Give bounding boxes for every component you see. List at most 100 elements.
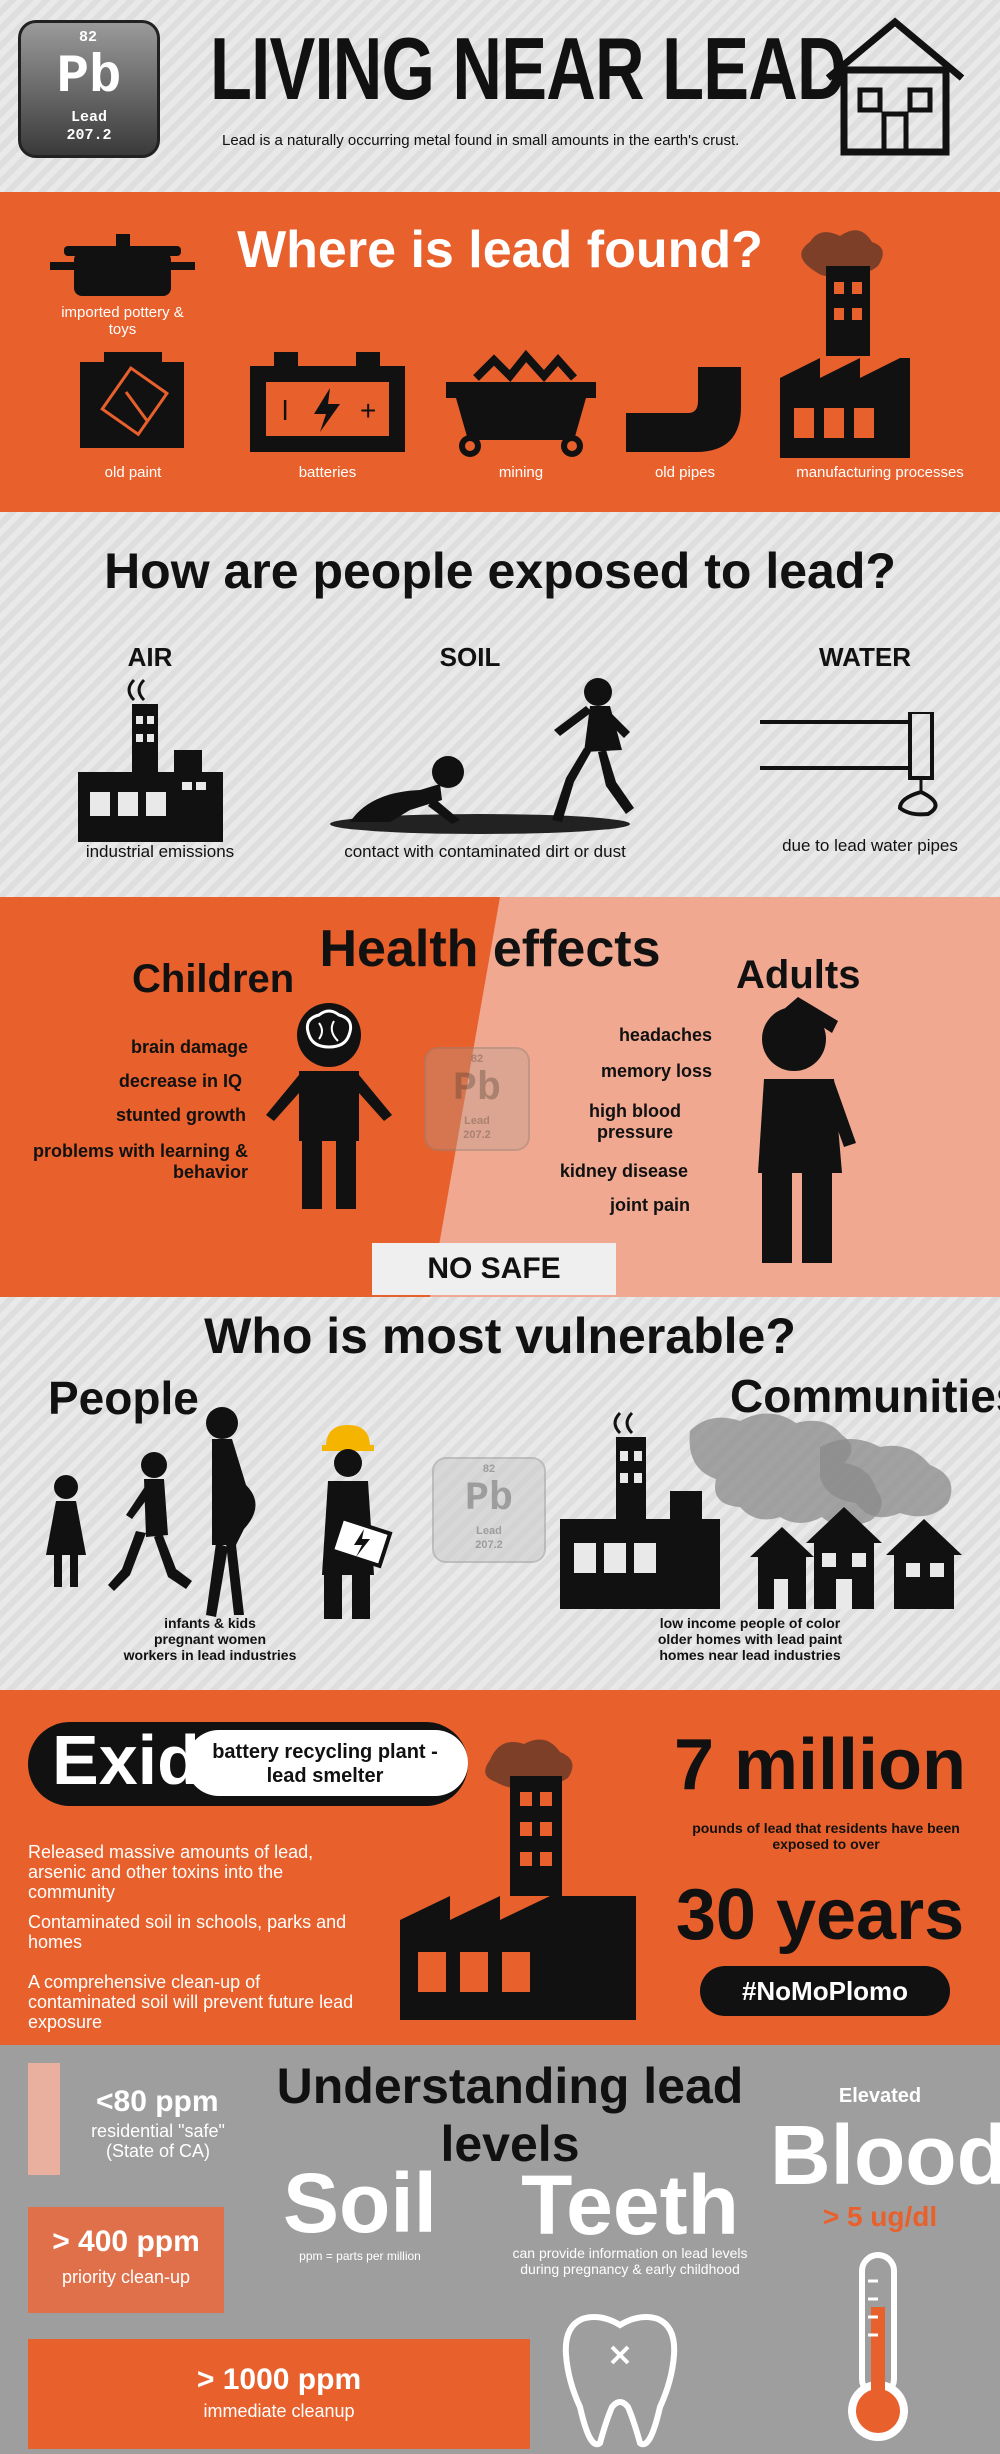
pot-icon [50,234,195,296]
factory-icon [780,230,910,458]
water-pipe-icon [760,712,938,817]
exposure-caption-soil: contact with contaminated dirt or dust [344,842,626,861]
soil-heading: Soil [282,2156,437,2250]
exide-fact-3: A comprehensive clean-up of contaminated… [28,1972,354,2032]
community-item-1: low income people of color [659,1615,841,1631]
exposure-heading-air: AIR [127,642,173,672]
found-label-mining: mining [498,464,544,481]
exposure-caption-water: due to lead water pipes [782,836,958,855]
exposure-caption-air: industrial emissions [85,842,235,861]
watermark2-mass: 207.2 [475,1539,503,1551]
where-found-section: Where is lead found? imported pottery & … [0,192,1000,512]
found-label-batteries: batteries [298,464,357,481]
air-factory-icon [78,678,223,842]
element-name: Lead [70,109,107,126]
soil-caption: ppm = parts per million [299,2249,421,2263]
ppm80-swatch [28,2063,60,2175]
teeth-heading: Teeth [521,2158,739,2252]
exposure-heading-soil: SOIL [439,642,501,672]
child-effect-4: problems with learning & behavior [32,1141,248,1182]
watermark-mass: 207.2 [463,1129,491,1141]
stat-7-million: 7 million [673,1725,967,1805]
ppm80-caption: residential "safe" (State of CA) [91,2121,225,2161]
community-item-2: older homes with lead paint [657,1631,843,1647]
people-item-2: pregnant women [153,1631,266,1647]
community-item-3: homes near lead industries [659,1647,841,1663]
adult-effect-5: joint pain [610,1195,690,1215]
watermark-number: 82 [470,1053,484,1065]
exide-tag: battery recycling plant - lead smelter [212,1741,438,1787]
stat-7-million-caption: pounds of lead that residents have been … [692,1820,960,1852]
found-label-pipes: old pipes [654,464,716,481]
people-group-icon [46,1407,393,1619]
watermark2-symbol: Pb [464,1477,513,1522]
exide-tag-box [186,1730,468,1796]
teeth-caption: can provide information on lead levels d… [512,2245,748,2277]
ppm1000-caption: immediate cleanup [203,2401,355,2421]
adult-effect-3: high blood pressure [589,1101,681,1142]
ppm80-value: <80 ppm [96,2085,219,2118]
ppm1000-swatch [28,2339,530,2449]
thermometer-icon [848,2252,908,2441]
element-symbol: Pb [56,47,122,108]
ppm400-value: > 400 ppm [52,2225,200,2258]
adult-effect-1: headaches [618,1025,712,1045]
people-item-3: workers in lead industries [123,1647,297,1663]
stat-30-years: 30 years [675,1875,965,1955]
child-brain-icon [266,1003,392,1209]
children-heading: Children [132,957,295,1001]
svg-text:l: l [282,395,288,426]
adult-headache-icon [758,997,856,1263]
child-effect-3: stunted growth [116,1105,246,1125]
page-subtitle: Lead is a naturally occurring metal foun… [222,132,740,149]
people-heading: People [48,1372,199,1424]
child-effect-1: brain damage [130,1037,248,1057]
svg-text:+: + [360,395,376,426]
tooth-icon [562,2314,678,2448]
exide-fact-1: Released massive amounts of lead, arseni… [28,1842,314,1902]
battery-icon: l + [250,352,405,452]
community-factory-houses-icon [560,1411,962,1609]
levels-section: <80 ppm residential "safe" (State of CA)… [0,2045,1000,2454]
no-safe-levels-banner: NO SAFE LEVELS [372,1243,616,1295]
elevated-label: Elevated [838,2085,922,2107]
adult-effect-4: kidney disease [559,1161,688,1181]
watermark2-name: Lead [476,1525,502,1537]
paint-bucket-icon [80,352,184,448]
where-found-title: Where is lead found? [237,221,763,279]
people-item-1: infants & kids [164,1615,256,1631]
health-title: Health effects [319,920,661,978]
child-effect-2: decrease in IQ [118,1071,242,1091]
health-orange-bg [0,897,500,1297]
exide-fact-2: Contaminated soil in schools, parks and … [28,1912,347,1952]
exposure-section: How are people exposed to lead? AIR SOIL… [0,512,1000,897]
ppm400-swatch [28,2207,224,2313]
lead-element-tile: 82 Pb Lead 207.2 [18,20,160,158]
health-section: Health effects Children Adults brain dam… [0,897,1000,1297]
vulnerable-title: Who is most vulnerable? [204,1308,796,1364]
found-label-manufacturing: manufacturing processes [796,464,964,481]
adults-heading: Adults [736,953,861,997]
vulnerable-section: Who is most vulnerable? People Communiti… [0,1297,1000,1690]
ppm1000-value: > 1000 ppm [196,2363,362,2396]
lead-watermark-tile-2: 82 Pb Lead 207.2 [432,1457,546,1563]
page-title: LIVING NEAR LEAD [210,19,847,118]
exposure-title: How are people exposed to lead? [104,543,896,599]
house-icon [825,17,965,156]
blood-value: > 5 ug/dl [822,2201,938,2232]
adult-effect-2: memory loss [600,1061,712,1081]
element-number: 82 [79,29,98,46]
watermark2-number: 82 [482,1463,496,1475]
watermark-symbol: Pb [452,1067,501,1112]
pipe-icon [626,367,741,452]
communities-heading: Communities [730,1370,1000,1422]
exide-section: Exide battery recycling plant - lead sme… [0,1690,1000,2045]
blood-heading: Blood [770,2108,1000,2202]
ppm400-caption: priority clean-up [61,2267,191,2287]
smelter-factory-icon [400,1739,636,2020]
element-mass: 207.2 [66,127,112,144]
exposure-heading-water: WATER [819,642,911,672]
hashtag-nomoplomo[interactable]: #NoMoPlomo [700,1966,950,2016]
watermark-name: Lead [464,1115,490,1127]
children-playing-in-dirt-icon [330,678,634,834]
